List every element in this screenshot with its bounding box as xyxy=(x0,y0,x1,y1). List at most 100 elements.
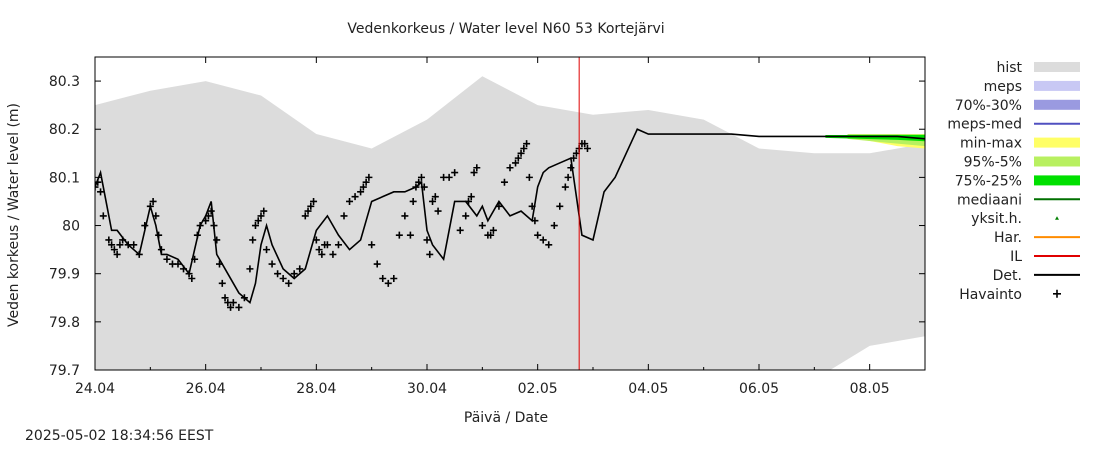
havainto-point xyxy=(155,231,163,239)
y-tick-label: 80 xyxy=(62,219,80,235)
havainto-point xyxy=(334,241,342,249)
legend-label: Det. xyxy=(993,268,1022,284)
legend-swatch xyxy=(1034,175,1080,186)
havainto-point xyxy=(478,222,486,230)
x-tick-label: 30.04 xyxy=(407,381,447,397)
havainto-point xyxy=(307,202,315,210)
havainto-point xyxy=(368,241,376,249)
x-tick-label: 26.04 xyxy=(186,381,226,397)
legend-label: Har. xyxy=(994,230,1022,246)
havainto-point xyxy=(581,140,589,148)
havainto-point xyxy=(304,207,312,215)
havainto-point xyxy=(301,212,309,220)
havainto-point xyxy=(296,265,304,273)
legend-swatch xyxy=(1055,216,1059,220)
havainto-point xyxy=(473,164,481,172)
havainto-point xyxy=(431,193,439,201)
legend-label: meps-med xyxy=(947,117,1022,133)
legend-label: min-max xyxy=(960,136,1022,152)
hist-band xyxy=(95,76,925,370)
havainto-point xyxy=(373,260,381,268)
havainto-point xyxy=(315,246,323,254)
legend-label: 70%-30% xyxy=(955,98,1022,114)
havainto-point xyxy=(514,154,522,162)
legend-swatch xyxy=(1034,99,1080,110)
legend-swatch xyxy=(1034,80,1080,91)
havainto-point xyxy=(465,197,472,205)
x-tick-label: 02.05 xyxy=(518,381,558,397)
havainto-point xyxy=(146,202,154,210)
legend-label: mediaani xyxy=(957,192,1022,208)
havainto-point xyxy=(506,164,514,172)
havainto-point xyxy=(409,197,417,205)
havainto-point xyxy=(570,154,578,162)
havainto-point xyxy=(141,222,149,230)
havainto-point xyxy=(99,212,107,220)
havainto-point xyxy=(417,173,425,181)
legend-swatch xyxy=(1034,156,1080,167)
havainto-point xyxy=(174,260,182,268)
havainto-point xyxy=(290,270,298,278)
legend-label: yksit.h. xyxy=(971,211,1022,227)
havainto-point xyxy=(274,270,282,278)
y-axis-label: Veden korkeus / Water level (m) xyxy=(6,103,22,327)
havainto-point xyxy=(116,241,124,249)
havainto-point xyxy=(210,222,218,230)
havainto-point xyxy=(550,222,558,230)
x-tick-label: 28.04 xyxy=(296,381,336,397)
havainto-point xyxy=(520,144,528,152)
havainto-point xyxy=(180,265,188,273)
legend-label: hist xyxy=(996,60,1022,76)
havainto-point xyxy=(395,231,403,239)
havainto-point xyxy=(108,241,116,249)
havainto-point xyxy=(567,164,575,172)
havainto-point xyxy=(318,250,326,258)
havainto-point xyxy=(221,294,229,302)
havainto-point xyxy=(534,231,542,239)
havainto-point xyxy=(517,149,525,157)
y-tick-label: 80.2 xyxy=(49,122,80,138)
havainto-point xyxy=(279,275,287,283)
y-tick-label: 79.9 xyxy=(49,267,80,283)
legend-label: 75%-25% xyxy=(955,173,1022,189)
havainto-point xyxy=(268,260,276,268)
havainto-point xyxy=(528,202,536,210)
x-axis-label: Päivä / Date xyxy=(464,410,548,426)
havainto-point xyxy=(191,255,199,263)
havainto-point xyxy=(204,212,212,220)
x-tick-label: 06.05 xyxy=(739,381,779,397)
havainto-point xyxy=(260,207,268,215)
havainto-point xyxy=(561,183,569,191)
havainto-point xyxy=(512,159,520,167)
axes: 24.04 26.04 28.04 30.04 02.05 04.05 06.05 08.05… xyxy=(49,56,926,397)
havainto-point xyxy=(227,303,235,311)
x-tick-label: 24.04 xyxy=(75,381,115,397)
y-tick-label: 80.3 xyxy=(49,74,80,90)
havainto-point xyxy=(523,140,531,148)
havainto-point xyxy=(251,222,259,230)
havainto-point xyxy=(235,303,243,311)
havainto-point xyxy=(467,193,475,201)
havainto-point xyxy=(216,260,223,268)
havainto-point xyxy=(495,202,503,210)
legend-swatch xyxy=(1034,137,1080,148)
havainto-point xyxy=(196,222,204,230)
havainto-point xyxy=(257,212,265,220)
havainto-point xyxy=(229,299,237,307)
havainto-point xyxy=(249,236,257,244)
havainto-point xyxy=(489,226,497,234)
havainto-point xyxy=(390,275,398,283)
havainto-point xyxy=(312,236,320,244)
havainto-point xyxy=(406,231,414,239)
havainto-point xyxy=(420,183,428,191)
plot-area xyxy=(95,57,925,370)
havainto-point xyxy=(351,193,359,201)
havainto-point xyxy=(163,255,171,263)
havainto-point xyxy=(285,279,293,287)
legend: hist meps 70%-30% meps-med min-max 95%-5% 75%-… xyxy=(947,60,1080,303)
havainto-point xyxy=(564,173,572,181)
havainto-point xyxy=(556,202,564,210)
havainto-point xyxy=(500,178,508,186)
legend-swatch xyxy=(1053,289,1061,298)
